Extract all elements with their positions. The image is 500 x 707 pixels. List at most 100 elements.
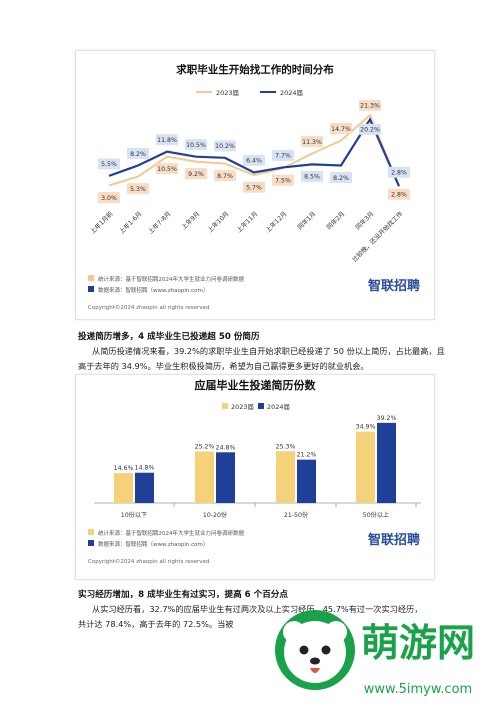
data-label: 10.5% [157,166,177,173]
bar [195,451,214,503]
bar [276,451,295,503]
data-label: 6.4% [246,158,262,165]
data-label-box [388,188,410,200]
x-tick-label: 同年2月 [325,210,347,232]
data-label-box [127,148,149,160]
watermark-name: 萌游网 [361,621,475,665]
x-tick-label: 10-20份 [203,511,228,519]
data-label-box [156,134,178,146]
x-tick-label: 比较晚，还没开始找工作 [351,210,405,264]
data-label-box [330,123,352,135]
data-label: 20.2% [360,127,380,134]
x-tick-label: 21-50份 [284,511,309,519]
section2-body: 从实习经历看，32.7%的应届毕业生有过两次及以上实习经历，45.7%有过一次实… [78,604,423,629]
bar [356,431,375,503]
bar [377,422,396,503]
data-label: 14.8% [135,465,155,472]
x-tick-label: 同年1月 [296,210,318,232]
brand-logo: 智联招聘 [368,532,420,548]
data-label: 21.2% [297,452,317,459]
copyright-text: Copyright©2024 zhaopin all rights reserv… [88,304,209,311]
data-label: 8.2% [130,151,146,158]
data-label-box [301,136,323,148]
data-label: 5.5% [101,161,117,168]
data-label: 24.8% [216,444,236,451]
data-label: 11.8% [157,137,177,144]
data-label-box [301,170,323,182]
data-label: 7.7% [275,153,291,160]
data-label: 5.3% [130,186,146,193]
section1-heading: 投递简历增多，4 成毕业生已投递超 50 份简历 [78,332,260,342]
x-tick-label: 上年7-8月 [146,210,172,236]
source-line: 统计来源：基于智联招聘2024年大学生就业力问卷调研数据 [98,529,244,537]
data-label: 5.7% [246,184,262,191]
bar [114,473,133,503]
data-label: 2.8% [391,170,407,177]
chart-title: 求职毕业生开始找工作的时间分布 [176,63,334,76]
section1-body: 从简历投递情况来看，39.2%的求职毕业生自开始求职已经投递了 50 份以上简历… [78,346,445,371]
brand-logo: 智联招聘 [368,278,420,294]
data-label: 10.2% [215,143,235,150]
bar-chart: 应届毕业生投递简历份数 2023届 2024届 14.6% 14.8% 10份以下 25.2… [88,378,421,565]
data-label: 14.6% [114,465,134,472]
data-label: 9.2% [188,171,204,178]
data-label: 34.9% [356,424,376,431]
x-tick-label: 上年10月 [206,210,230,234]
data-label: 8.7% [217,173,233,180]
source-marker [88,529,94,535]
data-label: 3.0% [101,195,117,202]
source-marker [88,540,94,546]
data-label: 39.2% [377,415,397,422]
legend-label: 2023届 [231,403,254,411]
data-label-box [98,191,120,203]
x-tick-label: 10份以下 [121,511,147,519]
data-label-box [272,174,294,186]
data-label: 8.2% [333,175,349,182]
data-label: 11.3% [302,139,322,146]
legend-label: 2024届 [280,89,303,97]
data-label: 14.7% [331,126,351,133]
data-label-box [185,168,207,180]
x-tick-label: 上年11月 [235,210,259,234]
data-label-box [185,139,207,151]
data-label-box [214,140,236,152]
data-label: 8.5% [304,174,320,181]
data-label-box [214,170,236,182]
data-label-box [359,99,381,111]
x-tick-label: 上年9月 [180,210,202,232]
data-label: 21.3% [360,103,380,110]
mascot-logo-icon [275,610,355,690]
bar-chart-card: 应届毕业生投递简历份数 2023届 2024届 14.6% 14.8% 10份以下 25.2… [75,374,435,580]
data-label-box [359,123,381,135]
source-marker [88,286,94,292]
x-tick-label: 50份以上 [363,511,389,519]
data-label-box [330,172,352,184]
legend-label: 2024届 [267,403,290,411]
line-chart: 求职毕业生开始找工作的时间分布 2023届 2024届 3.0% 5.5% 5.3% 8.2… [88,63,420,311]
series-line [108,117,401,187]
source-line: 统计来源：基于智联招聘2024年大学生就业力问卷调研数据 [98,275,244,283]
data-label-box [243,181,265,193]
legend-label: 2023届 [216,89,239,97]
bar [297,459,316,503]
data-label: 2.8% [391,192,407,199]
x-tick-label: 上年12月 [264,210,288,234]
data-label: 25.2% [195,443,215,450]
data-label-box [243,154,265,166]
watermark-url: www.5imyw.com [364,682,472,697]
data-label-box [156,163,178,175]
legend-swatch [222,403,228,409]
source-marker [88,275,94,281]
source-line: 数据来源：智联招聘（www.zhaopin.com） [98,286,208,294]
data-label-box [98,158,120,170]
bar [216,452,235,503]
x-tick-label: 同年3月 [354,210,376,232]
site-watermark: 萌游网 www.5imyw.com [275,610,475,697]
x-tick-label: 上年1-6月 [117,210,143,236]
data-label: 10.5% [186,142,206,149]
legend-swatch [258,403,264,409]
data-label-box [388,166,410,178]
series-line [108,113,400,187]
data-label: 7.5% [275,178,291,185]
data-label-box [127,183,149,195]
